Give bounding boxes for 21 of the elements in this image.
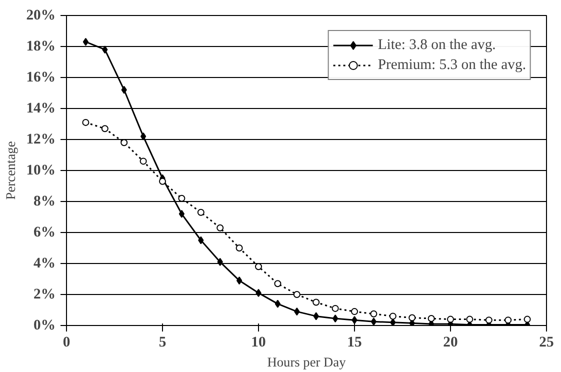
y-tick-label: 0%	[34, 318, 56, 334]
y-tick-label: 6%	[34, 224, 56, 240]
x-tick-label: 0	[62, 334, 70, 350]
y-tick-label: 2%	[34, 286, 56, 302]
y-tick-label: 8%	[34, 194, 56, 210]
y-tick-label: 10%	[26, 162, 56, 178]
x-tick-label: 5	[158, 334, 166, 350]
y-tick-label: 12%	[26, 132, 56, 148]
x-tick-label: 15	[347, 334, 362, 350]
y-axis-title: Percentage	[3, 141, 18, 200]
x-tick-label: 10	[251, 334, 266, 350]
y-tick-label: 20%	[26, 8, 56, 24]
y-tick-label: 4%	[34, 256, 56, 272]
legend-label: Premium: 5.3 on the avg.	[378, 56, 526, 74]
y-tick-label: 14%	[26, 100, 56, 116]
y-tick-label: 16%	[26, 70, 56, 86]
x-tick-label: 20	[443, 334, 458, 350]
x-tick-label: 25	[539, 334, 554, 350]
legend-label: Lite: 3.8 on the avg.	[378, 36, 496, 54]
x-axis-title: Hours per Day	[267, 354, 346, 370]
y-tick-label: 18%	[26, 38, 56, 54]
